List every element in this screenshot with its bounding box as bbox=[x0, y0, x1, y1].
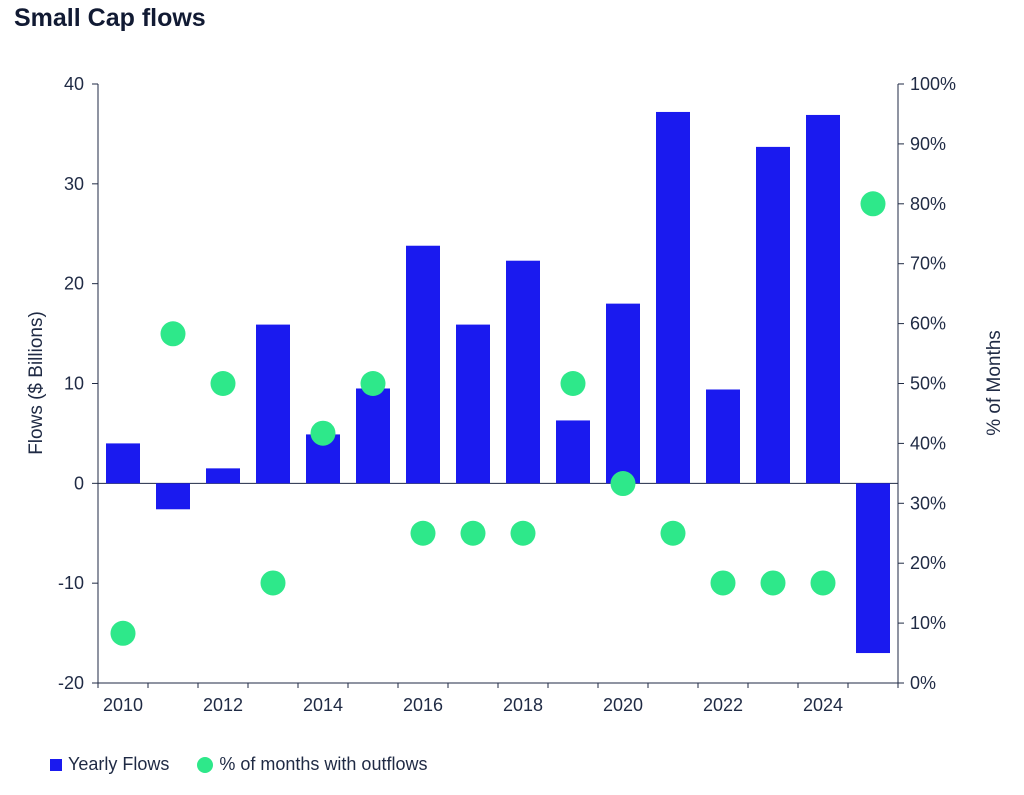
x-tick-label: 2024 bbox=[803, 695, 843, 715]
x-tick-label: 2018 bbox=[503, 695, 543, 715]
dot-2014 bbox=[310, 420, 336, 446]
bar-2023 bbox=[756, 146, 790, 484]
dot-2017 bbox=[460, 520, 486, 546]
y2-tick-label: 20% bbox=[910, 553, 946, 573]
x-tick-label: 2010 bbox=[103, 695, 143, 715]
y-tick-label: 10 bbox=[64, 374, 84, 394]
dot-2020 bbox=[610, 471, 636, 497]
y2-tick-label: 0% bbox=[910, 673, 936, 693]
bar-2011 bbox=[156, 483, 190, 510]
bar-2016 bbox=[406, 245, 440, 484]
dot-2018 bbox=[510, 520, 536, 546]
y-tick-label: 20 bbox=[64, 274, 84, 294]
y2-axis-label: % of Months bbox=[984, 330, 1005, 436]
dot-2010 bbox=[110, 620, 136, 646]
dot-2022 bbox=[710, 570, 736, 596]
y2-tick-label: 50% bbox=[910, 374, 946, 394]
x-tick-label: 2014 bbox=[303, 695, 343, 715]
bar-2022 bbox=[706, 389, 740, 484]
bar-2019 bbox=[556, 420, 590, 484]
legend-item-yearly-flows: Yearly Flows bbox=[50, 754, 169, 775]
legend-item-outflows: % of months with outflows bbox=[197, 754, 427, 775]
y2-tick-label: 30% bbox=[910, 493, 946, 513]
x-tick-label: 2016 bbox=[403, 695, 443, 715]
x-tick-label: 2022 bbox=[703, 695, 743, 715]
legend-label: % of months with outflows bbox=[219, 754, 428, 774]
bar-2015 bbox=[356, 388, 390, 484]
y2-tick-label: 80% bbox=[910, 194, 946, 214]
dots-group bbox=[110, 191, 886, 646]
y2-tick-label: 10% bbox=[910, 613, 946, 633]
y2-tick-label: 90% bbox=[910, 134, 946, 154]
bars-group bbox=[106, 111, 890, 654]
bar-2017 bbox=[456, 324, 490, 484]
dot-2011 bbox=[160, 321, 186, 347]
y-tick-label: 0 bbox=[74, 473, 84, 493]
y2-tick-label: 70% bbox=[910, 254, 946, 274]
dot-2016 bbox=[410, 520, 436, 546]
y-tick-label: 40 bbox=[64, 74, 84, 94]
legend: Yearly Flows % of months with outflows bbox=[50, 754, 455, 775]
y2-tick-label: 100% bbox=[910, 74, 956, 94]
y-axis-label: Flows ($ Billions) bbox=[26, 311, 47, 455]
y-tick-label: 30 bbox=[64, 174, 84, 194]
dot-2024 bbox=[810, 570, 836, 596]
bar-2024 bbox=[806, 114, 840, 484]
dot-2013 bbox=[260, 570, 286, 596]
chart-title: Small Cap flows bbox=[14, 4, 206, 32]
bar-2013 bbox=[256, 324, 290, 484]
dot-2019 bbox=[560, 371, 586, 396]
y-tick-label: -20 bbox=[58, 673, 84, 693]
x-tick-label: 2012 bbox=[203, 695, 243, 715]
bar-2010 bbox=[106, 443, 140, 484]
dot-2012 bbox=[210, 371, 236, 396]
dot-2025 bbox=[860, 191, 886, 217]
dot-2023 bbox=[760, 570, 786, 596]
y-tick-label: -10 bbox=[58, 573, 84, 593]
bar-2020 bbox=[606, 303, 640, 484]
dot-2015 bbox=[360, 371, 386, 396]
bar-2018 bbox=[506, 260, 540, 484]
x-tick-label: 2020 bbox=[603, 695, 643, 715]
y2-tick-label: 40% bbox=[910, 433, 946, 453]
y2-tick-label: 60% bbox=[910, 314, 946, 334]
bar-2012 bbox=[206, 468, 240, 484]
legend-swatch-dot bbox=[197, 756, 214, 773]
bar-2021 bbox=[656, 111, 690, 484]
legend-label: Yearly Flows bbox=[68, 754, 170, 774]
bar-2025 bbox=[856, 483, 890, 654]
dot-2021 bbox=[660, 520, 686, 546]
legend-swatch-bar bbox=[50, 758, 62, 771]
